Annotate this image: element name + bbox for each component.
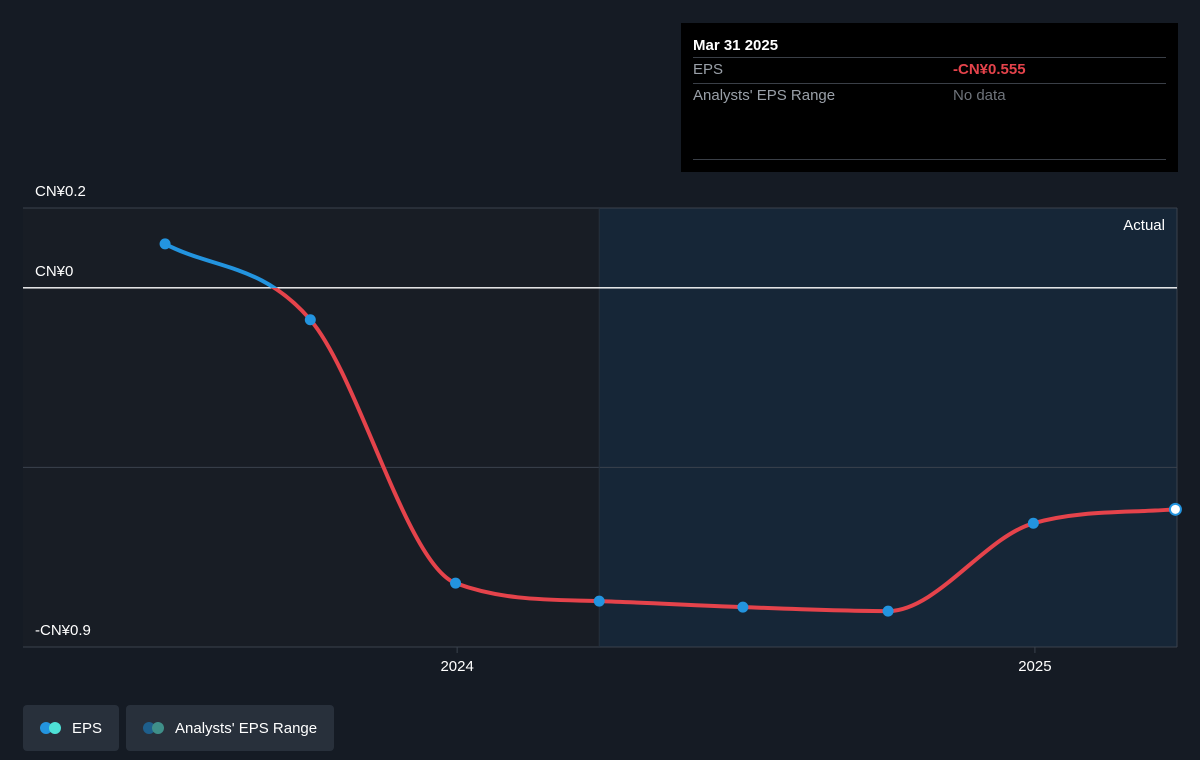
y-axis-labels: CN¥0.2 CN¥0 -CN¥0.9 xyxy=(35,183,91,639)
eps-point xyxy=(882,605,894,617)
eps-series xyxy=(163,241,1178,614)
range-legend-icon xyxy=(143,722,165,734)
tooltip-eps-value: -CN¥0.555 xyxy=(953,61,1026,78)
y-tick-label: -CN¥0.9 xyxy=(35,622,91,639)
eps-legend-icon xyxy=(40,722,62,734)
eps-point xyxy=(1168,502,1182,516)
eps-point xyxy=(159,238,171,250)
x-tick-label: 2025 xyxy=(1018,658,1051,675)
eps-point xyxy=(450,577,462,589)
eps-point xyxy=(593,595,605,607)
actual-region-background xyxy=(599,208,1177,647)
eps-point xyxy=(304,314,316,326)
eps-points xyxy=(159,238,1182,617)
legend-dot xyxy=(49,722,61,734)
tooltip-range-value: No data xyxy=(953,87,1006,104)
y-tick-label: CN¥0.2 xyxy=(35,183,86,200)
x-axis-labels: 2024 2025 xyxy=(440,647,1052,675)
legend-dot xyxy=(152,722,165,734)
legend-eps-label: EPS xyxy=(72,719,103,737)
eps-point xyxy=(737,601,749,613)
y-tick-label: CN¥0 xyxy=(35,263,73,280)
tooltip-row-eps: EPS -CN¥0.555 xyxy=(693,57,1166,83)
tooltip-eps-label: EPS xyxy=(693,61,724,78)
legend-range-button[interactable]: Analysts' EPS Range xyxy=(126,705,335,751)
grid-lines xyxy=(23,207,1178,648)
eps-line-negative xyxy=(270,287,1178,614)
legend-range-label: Analysts' EPS Range xyxy=(175,719,318,737)
chart-legend: EPS Analysts' EPS Range xyxy=(23,705,335,751)
x-tick-label: 2024 xyxy=(440,658,473,675)
tooltip-date: Mar 31 2025 xyxy=(693,37,779,54)
eps-tooltip: Mar 31 2025 EPS -CN¥0.555 Analysts' EPS … xyxy=(681,23,1178,172)
eps-point xyxy=(1027,517,1039,529)
tooltip-range-label: Analysts' EPS Range xyxy=(693,87,836,104)
eps-chart: CN¥0.2 CN¥0 -CN¥0.9 2024 2025 Actual xyxy=(23,183,1182,675)
tooltip-row-range: Analysts' EPS Range No data xyxy=(693,83,1166,109)
past-region-background xyxy=(23,208,600,647)
actual-region-label: Actual xyxy=(1123,217,1165,234)
tooltip-divider xyxy=(693,159,1166,160)
legend-eps-button[interactable]: EPS xyxy=(23,705,120,751)
